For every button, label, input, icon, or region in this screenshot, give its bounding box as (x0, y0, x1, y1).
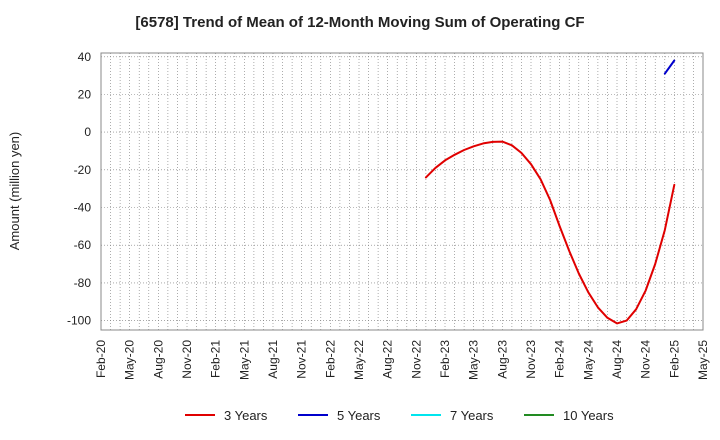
x-tick-label: Aug-23 (495, 340, 509, 379)
chart-title: [6578] Trend of Mean of 12-Month Moving … (135, 14, 585, 31)
x-tick-label: Feb-21 (209, 340, 223, 378)
x-tick-label: May-20 (123, 340, 137, 380)
x-tick-label: Nov-23 (524, 340, 538, 379)
x-tick-label: Feb-20 (94, 340, 108, 378)
x-tick-label: Aug-21 (266, 340, 280, 379)
plot-area (100, 52, 704, 331)
x-tick-label: Feb-23 (438, 340, 452, 378)
x-tick-label: Feb-22 (323, 340, 337, 378)
x-tick-label: Nov-24 (639, 340, 653, 379)
x-tick-label: Nov-21 (295, 340, 309, 379)
legend-label: 10 Years (563, 408, 614, 423)
y-axis-title: Amount (million yen) (7, 132, 22, 251)
y-tick-label: 40 (78, 50, 92, 64)
legend-label: 5 Years (337, 408, 381, 423)
x-tick-label: Aug-24 (610, 340, 624, 379)
series-line-5-years (663, 59, 676, 75)
legend: 3 Years 5 Years 7 Years 10 Years (185, 408, 614, 423)
legend-label: 7 Years (450, 408, 494, 423)
x-tick-label: May-25 (696, 340, 710, 380)
x-tick-label: May-24 (581, 340, 595, 380)
x-tick-label: May-21 (237, 340, 251, 380)
series-lines (424, 59, 676, 325)
y-tick-label: 20 (78, 88, 92, 102)
y-tick-label: -40 (74, 201, 92, 215)
x-tick-label: May-23 (467, 340, 481, 380)
x-tick-label: May-22 (352, 340, 366, 380)
y-tick-label: 0 (84, 125, 91, 139)
y-tick-label: -80 (74, 276, 92, 290)
y-tick-label: -20 (74, 163, 92, 177)
x-tick-label: Feb-24 (553, 340, 567, 378)
series-line-3-years (424, 140, 676, 325)
y-tick-label: -60 (74, 238, 92, 252)
x-tick-label: Aug-22 (381, 340, 395, 379)
x-tick-label: Aug-20 (151, 340, 165, 379)
x-axis: Feb-20 May-20 Aug-20 Nov-20 Feb-21 May-21 Aug-… (94, 340, 710, 380)
grid (101, 53, 703, 330)
y-tick-label: -100 (67, 314, 91, 328)
x-tick-label: Nov-20 (180, 340, 194, 379)
legend-label: 3 Years (224, 408, 268, 423)
x-tick-label: Feb-25 (667, 340, 681, 378)
x-tick-label: Nov-22 (409, 340, 423, 379)
y-axis: 40 20 0 -20 -40 -60 -80 -100 (67, 50, 91, 328)
